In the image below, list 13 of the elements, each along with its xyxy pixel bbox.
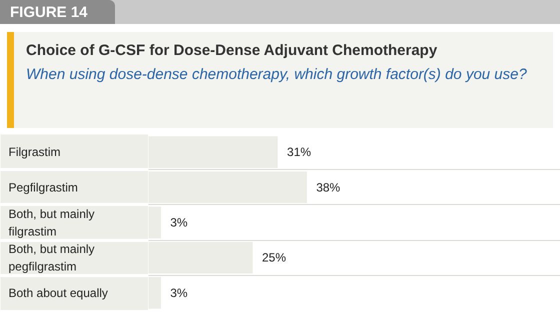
data-label: 25% [262, 250, 286, 265]
y-tick-label: Pegfilgrastim [8, 180, 78, 194]
y-tick-label: Both about equally [8, 286, 108, 300]
chart-subtitle: When using dose-dense chemotherapy, which growth factor(s) do you use? [26, 65, 527, 85]
caption: FIGURE 14 [0, 0, 115, 24]
data-label: 3% [170, 216, 188, 230]
y-tick-label: Filgrastim [8, 145, 61, 160]
data-label: 38% [316, 180, 341, 194]
chart-title: Choice of G-CSF for Dose-Dense Adjuvant Chemotherapy [26, 42, 438, 59]
y-tick-label: Both, but mainly filgrastim [8, 206, 95, 238]
y-tick-label: Both, but mainly pegfilgrastim [8, 242, 95, 274]
data-label: 3% [170, 286, 188, 300]
data-label: 31% [287, 145, 312, 160]
